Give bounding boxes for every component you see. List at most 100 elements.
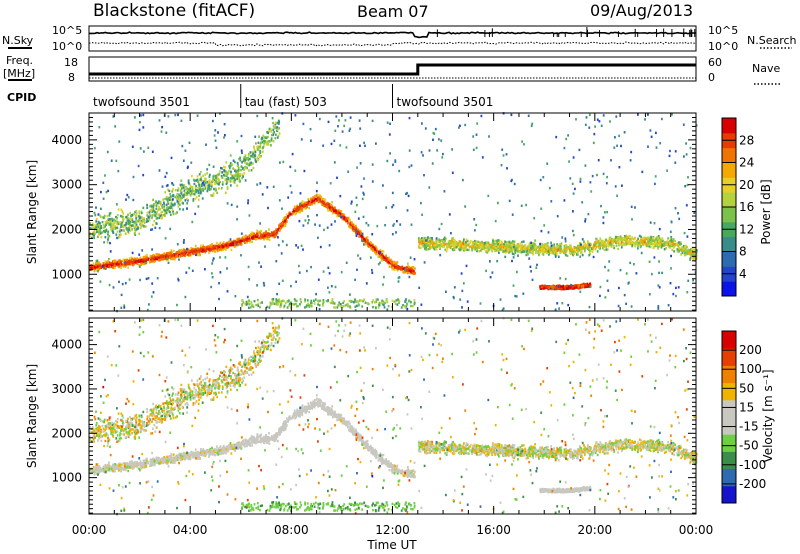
power-point: [211, 249, 214, 253]
power-point: [145, 261, 147, 265]
power-point: [692, 254, 695, 257]
power-point: [135, 219, 138, 222]
power-point: [134, 258, 136, 261]
power-point: [195, 188, 197, 192]
power-point: [282, 217, 285, 220]
power-point: [270, 130, 273, 133]
power-point: [214, 245, 217, 249]
power-point: [134, 231, 137, 235]
power-point: [125, 226, 128, 230]
power-point: [165, 197, 167, 201]
power-point: [390, 265, 393, 269]
power-point: [191, 192, 193, 195]
power-point: [463, 249, 465, 252]
power-point: [306, 205, 308, 209]
power-point: [554, 248, 557, 251]
power-point: [352, 224, 355, 228]
power-point: [695, 254, 698, 258]
power-point: [438, 227, 441, 231]
power-point: [120, 229, 123, 232]
power-point: [681, 251, 684, 254]
power-point: [216, 175, 219, 179]
power-point: [656, 239, 658, 242]
power-point: [116, 214, 119, 217]
power-point: [172, 198, 174, 201]
power-point: [210, 285, 213, 289]
power-point: [191, 252, 194, 255]
power-point: [507, 244, 510, 247]
power-point: [199, 247, 202, 251]
power-point: [180, 185, 182, 188]
power-point: [230, 243, 232, 247]
power-point: [197, 180, 200, 184]
date-title: 09/Aug/2013: [590, 1, 693, 20]
power-point: [516, 243, 519, 246]
power-point: [466, 239, 469, 243]
power-point: [422, 154, 424, 157]
power-point: [532, 253, 535, 256]
power-point: [127, 213, 129, 216]
power-point: [308, 206, 310, 210]
power-point: [542, 253, 545, 256]
power-point: [351, 224, 353, 228]
power-point: [181, 252, 183, 255]
power-point: [625, 242, 628, 245]
power-point: [688, 248, 691, 252]
power-point: [208, 163, 211, 167]
power-point: [279, 227, 282, 230]
power-point: [492, 243, 495, 247]
power-point: [127, 260, 130, 264]
power-point: [250, 233, 253, 236]
power-point: [166, 206, 168, 210]
power-point: [500, 244, 503, 247]
power-point: [128, 217, 131, 221]
power-point: [530, 243, 533, 246]
power-point: [180, 192, 183, 195]
power-point: [219, 247, 221, 250]
power-point: [183, 249, 186, 252]
power-point: [120, 261, 123, 264]
power-point: [209, 244, 212, 247]
power-point: [172, 254, 174, 257]
power-point: [226, 202, 229, 205]
power-point: [477, 240, 480, 244]
power-point: [661, 239, 664, 243]
power-point: [545, 242, 548, 246]
power-point: [596, 239, 599, 242]
power-point: [230, 170, 232, 173]
power-point: [670, 240, 673, 243]
power-point: [410, 270, 412, 273]
power-point: [359, 229, 362, 233]
power-point: [396, 268, 399, 272]
power-point: [240, 149, 243, 152]
power-point: [588, 248, 590, 251]
power-point: [334, 211, 337, 214]
power-point: [301, 200, 304, 203]
power-point: [450, 241, 453, 244]
power-point: [120, 208, 123, 211]
power-point: [165, 256, 168, 259]
power-point: [256, 156, 259, 159]
power-point: [586, 240, 589, 243]
power-point: [93, 236, 95, 240]
power-point: [371, 119, 374, 123]
power-point: [148, 218, 151, 222]
power-point: [120, 266, 122, 269]
power-point: [102, 226, 105, 229]
power-point: [220, 249, 223, 252]
power-point: [575, 285, 578, 288]
power-point: [587, 245, 590, 248]
power-point: [213, 249, 216, 253]
power-point: [404, 266, 407, 270]
power-point: [190, 174, 193, 178]
power-point: [613, 240, 616, 243]
power-point: [112, 260, 114, 263]
power-point: [625, 238, 628, 242]
power-point: [670, 244, 673, 247]
power-point: [483, 248, 486, 251]
power-point: [116, 222, 118, 226]
power-point: [334, 206, 336, 209]
power-point: [263, 142, 266, 146]
power-point: [568, 250, 571, 253]
power-point: [380, 254, 382, 257]
